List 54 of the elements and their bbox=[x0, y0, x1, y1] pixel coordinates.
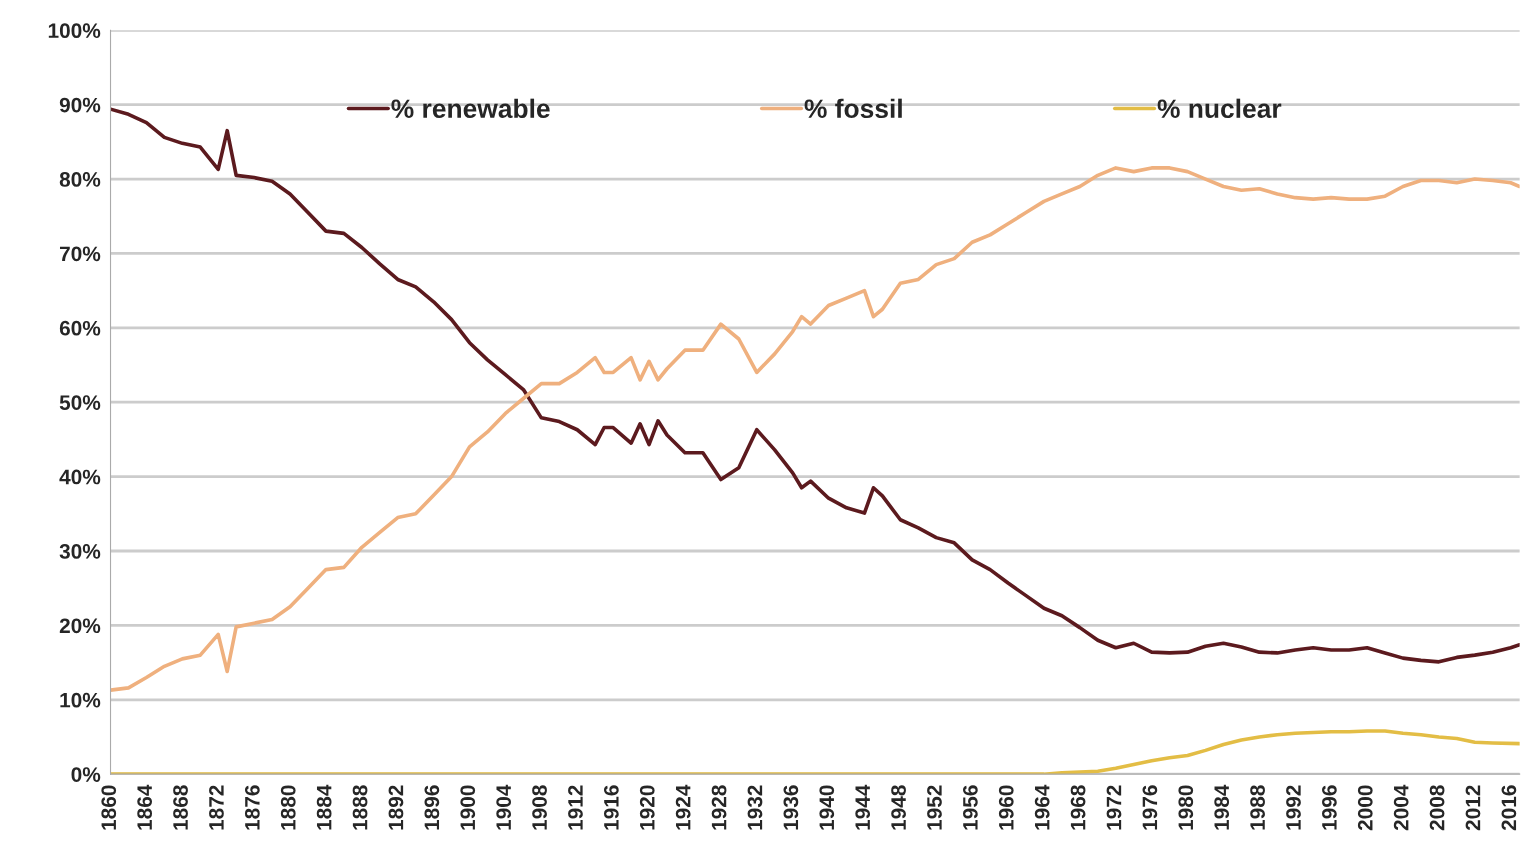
y-tick-label: 60% bbox=[59, 320, 101, 336]
x-tick-label: 1920 bbox=[639, 785, 655, 830]
y-tick-label: 90% bbox=[59, 97, 101, 113]
y-tick-label: 30% bbox=[59, 544, 101, 559]
x-tick-label: 1900 bbox=[460, 785, 476, 830]
x-tick-label: 1888 bbox=[352, 785, 368, 830]
x-tick-label: 1924 bbox=[675, 784, 691, 830]
y-tick-label: 80% bbox=[59, 172, 101, 187]
x-tick-label: 1884 bbox=[316, 784, 332, 830]
x-tick-label: 1976 bbox=[1142, 785, 1158, 830]
x-tick-label: 2004 bbox=[1393, 784, 1409, 831]
y-tick-label: 50% bbox=[59, 395, 101, 410]
x-tick-label: 2000 bbox=[1357, 785, 1373, 831]
x-tick-label: 1944 bbox=[855, 784, 871, 830]
x-tick-label: 1968 bbox=[1070, 785, 1086, 830]
x-tick-label: 1996 bbox=[1322, 785, 1337, 830]
x-tick-label: 2012 bbox=[1465, 785, 1481, 831]
x-tick-label: 1860 bbox=[101, 785, 117, 830]
x-tick-label: 1956 bbox=[962, 785, 978, 830]
x-tick-label: 1948 bbox=[891, 785, 906, 830]
x-tick-label: 1972 bbox=[1106, 785, 1122, 830]
x-tick-label: 1872 bbox=[209, 785, 224, 830]
x-tick-label: 1932 bbox=[747, 785, 763, 830]
y-tick-label: 40% bbox=[59, 469, 101, 485]
x-tick-label: 1964 bbox=[1034, 784, 1050, 830]
x-tick-label: 1992 bbox=[1286, 785, 1301, 830]
y-tick-label: 20% bbox=[59, 618, 101, 634]
x-tick-label: 1868 bbox=[173, 785, 188, 830]
x-tick-label: 1908 bbox=[532, 785, 547, 830]
y-tick-label: 70% bbox=[60, 246, 101, 262]
x-tick-label: 1880 bbox=[280, 785, 296, 830]
x-tick-label: 1916 bbox=[603, 785, 619, 830]
x-tick-label: 1904 bbox=[496, 784, 512, 830]
y-tick-label: 10% bbox=[60, 692, 101, 708]
x-tick-label: 2008 bbox=[1429, 785, 1445, 831]
x-tick-label: 1984 bbox=[1214, 784, 1230, 830]
x-tick-label: 1864 bbox=[137, 784, 153, 830]
x-tick-label: 1876 bbox=[244, 785, 260, 830]
x-tick-label: 1952 bbox=[927, 785, 942, 830]
x-tick-label: 1936 bbox=[783, 785, 799, 830]
x-tick-label: 1960 bbox=[998, 785, 1014, 830]
legend-label: % renewable bbox=[391, 98, 550, 119]
x-tick-label: 1896 bbox=[424, 785, 440, 830]
x-tick-label: 1980 bbox=[1178, 785, 1194, 830]
y-tick-label: 0% bbox=[71, 767, 101, 782]
x-tick-label: 1912 bbox=[568, 785, 583, 830]
legend-label: % fossil bbox=[804, 98, 902, 119]
x-tick-label: 2016 bbox=[1501, 785, 1517, 831]
x-tick-label: 1892 bbox=[388, 785, 404, 830]
y-tick-label: 100% bbox=[48, 23, 101, 39]
legend-label: % nuclear bbox=[1157, 98, 1282, 119]
x-tick-label: 1928 bbox=[711, 785, 727, 830]
x-tick-label: 1988 bbox=[1250, 785, 1265, 830]
x-tick-label: 1940 bbox=[819, 785, 835, 830]
